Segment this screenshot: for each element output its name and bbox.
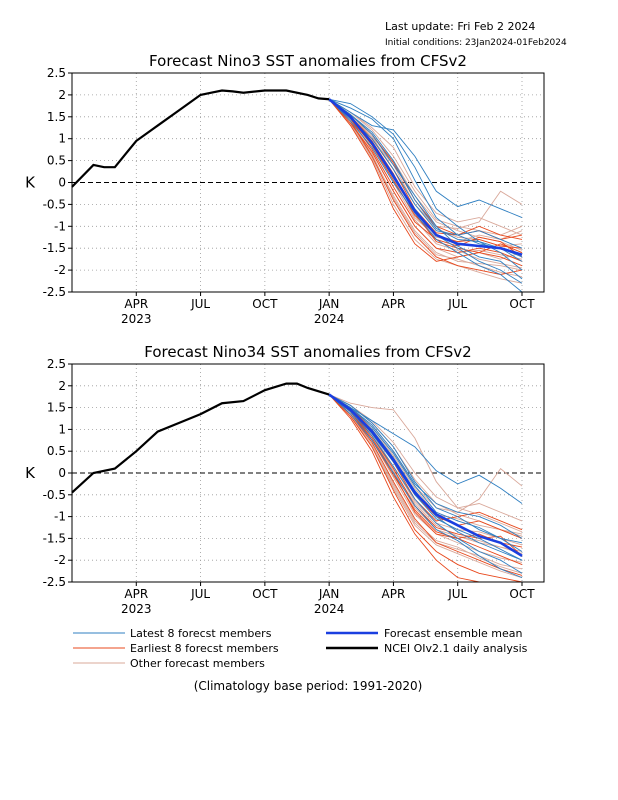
- forecast-member-earliest: [328, 394, 523, 583]
- chart-title: Forecast Nino34 SST anomalies from CFSv2: [144, 343, 471, 361]
- y-axis-label: K: [25, 464, 36, 482]
- forecast-member-other: [328, 394, 523, 579]
- forecast-member-latest: [328, 394, 523, 544]
- forecast-member-latest: [328, 394, 523, 579]
- forecast-member-latest: [328, 98, 523, 293]
- forecast-member-latest: [328, 394, 523, 552]
- x-tick-label: JUL: [447, 297, 467, 311]
- nino3-chart: Forecast Nino3 SST anomalies from CFSv2 K…: [25, 52, 545, 326]
- y-tick-label: -2.5: [43, 575, 66, 589]
- y-tick-label: -2.5: [43, 285, 66, 299]
- x-tick-label: APR: [382, 587, 406, 601]
- observed-analysis-line: [71, 382, 330, 494]
- ensemble-mean-line: [328, 393, 523, 557]
- x-year-label: 2024: [314, 602, 345, 616]
- forecast-member-earliest: [328, 394, 523, 565]
- climatology-footer: (Climatology base period: 1991-2020): [194, 679, 423, 693]
- x-year-label: 2023: [121, 602, 152, 616]
- last-update-text: Last update: Fri Feb 2 2024: [385, 20, 535, 33]
- y-tick-label: -0.5: [43, 197, 66, 211]
- forecast-member-latest: [328, 394, 523, 539]
- forecast-member-earliest: [328, 98, 523, 275]
- y-tick-label: 1.5: [47, 110, 66, 124]
- plot-frame: [71, 72, 545, 293]
- x-tick-label: OCT: [509, 587, 535, 601]
- nino34-chart: Forecast Nino34 SST anomalies from CFSv2…: [25, 343, 545, 616]
- x-tick-label: OCT: [509, 297, 535, 311]
- x-tick-label: JAN: [318, 587, 340, 601]
- y-tick-label: -2: [54, 553, 66, 567]
- y-tick-label: -2: [54, 263, 66, 277]
- y-tick-label: 0.5: [47, 154, 66, 168]
- forecast-member-latest: [328, 98, 523, 258]
- legend-label-other: Other forecast members: [130, 657, 265, 670]
- y-axis-label: K: [25, 174, 36, 192]
- forecast-member-latest: [328, 98, 523, 218]
- y-tick-label: 0: [58, 466, 66, 480]
- y-tick-label: -1.5: [43, 531, 66, 545]
- y-tick-label: -1.5: [43, 241, 66, 255]
- forecast-member-earliest: [328, 98, 523, 240]
- forecast-member-other: [328, 394, 523, 522]
- x-tick-label: JUL: [190, 587, 210, 601]
- initial-conditions-text: Initial conditions: 23Jan2024-01Feb2024: [385, 38, 567, 48]
- forecast-member-latest: [328, 394, 523, 574]
- legend-label-earliest: Earliest 8 forecst members: [130, 642, 279, 655]
- legend-label-latest: Latest 8 forecst members: [130, 627, 272, 640]
- x-year-label: 2023: [121, 312, 152, 326]
- x-tick-label: OCT: [252, 587, 278, 601]
- x-tick-label: APR: [382, 297, 406, 311]
- forecast-member-earliest: [328, 394, 523, 539]
- forecast-member-other: [328, 394, 523, 533]
- forecast-member-earliest: [328, 98, 523, 249]
- y-tick-label: 0: [58, 176, 66, 190]
- forecast-member-other: [328, 98, 523, 284]
- x-tick-label: APR: [124, 297, 148, 311]
- forecast-member-other: [328, 98, 523, 236]
- chart-title: Forecast Nino3 SST anomalies from CFSv2: [149, 52, 467, 70]
- y-tick-label: -1: [54, 510, 66, 524]
- ensemble-mean-line: [328, 98, 523, 257]
- y-tick-label: 1.5: [47, 401, 66, 415]
- x-tick-label: JUL: [447, 587, 467, 601]
- legend-label-obs: NCEI OIv2.1 daily analysis: [384, 642, 528, 655]
- x-tick-label: OCT: [252, 297, 278, 311]
- x-tick-label: JUL: [190, 297, 210, 311]
- x-tick-label: JAN: [318, 297, 340, 311]
- forecast-member-earliest: [328, 394, 523, 557]
- forecast-member-latest: [328, 98, 523, 280]
- observed-analysis-line: [71, 89, 330, 188]
- y-tick-label: 2: [58, 379, 66, 393]
- y-tick-label: 2.5: [47, 66, 66, 80]
- legend: Latest 8 forecst members Earliest 8 fore…: [73, 627, 528, 670]
- forecast-member-earliest: [328, 394, 523, 576]
- y-tick-label: 1: [58, 132, 66, 146]
- y-tick-label: 2: [58, 88, 66, 102]
- forecast-member-earliest: [328, 98, 523, 262]
- y-tick-label: 1: [58, 422, 66, 436]
- x-tick-label: APR: [124, 587, 148, 601]
- forecast-member-other: [328, 98, 523, 236]
- plot-frame: [71, 363, 545, 583]
- y-tick-label: 0.5: [47, 444, 66, 458]
- legend-label-mean: Forecast ensemble mean: [384, 627, 523, 640]
- y-tick-label: -0.5: [43, 488, 66, 502]
- y-tick-label: 2.5: [47, 357, 66, 371]
- forecast-member-earliest: [328, 98, 523, 267]
- x-year-label: 2024: [314, 312, 345, 326]
- y-tick-label: -1: [54, 219, 66, 233]
